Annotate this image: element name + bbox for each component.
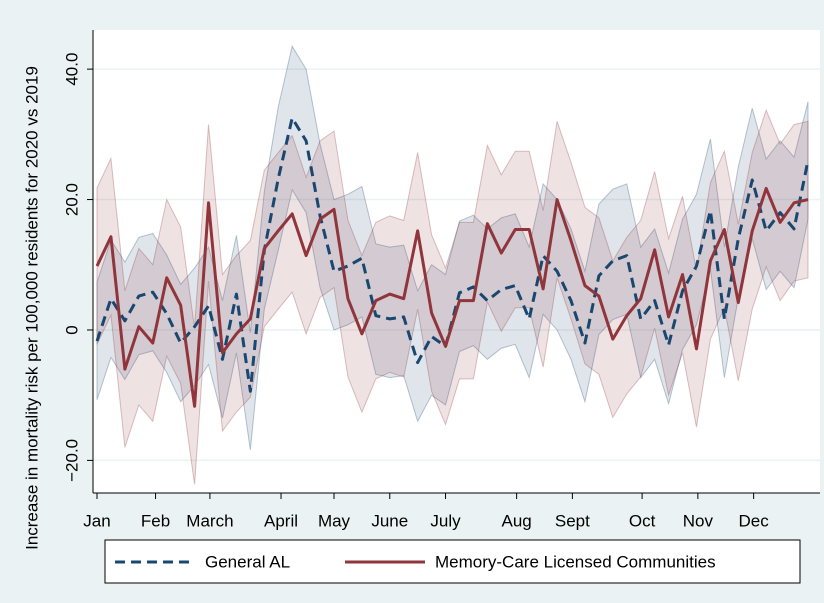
x-tick-label: April	[264, 511, 298, 530]
y-tick-label: 20.0	[62, 183, 81, 216]
legend-label: General AL	[205, 552, 290, 571]
legend	[104, 539, 801, 584]
confidence-band	[96, 44, 809, 451]
y-tick-label: 0	[62, 325, 81, 334]
x-tick-label: Jan	[83, 511, 110, 530]
legend-label: Memory-Care Licensed Communities	[435, 552, 716, 571]
y-tick-label: −20.0	[62, 439, 81, 482]
x-tick-label: May	[318, 511, 351, 530]
x-tick-label: March	[186, 511, 233, 530]
y-axis-title: Increase in mortality risk per 100,000 r…	[22, 66, 41, 550]
x-tick-label: Sept	[555, 511, 590, 530]
series-line	[95, 116, 810, 393]
x-tick-label: Nov	[683, 511, 714, 530]
series-line	[95, 186, 809, 408]
x-tick-label: Feb	[141, 511, 170, 530]
x-tick-label: Aug	[502, 511, 532, 530]
x-tick-label: June	[371, 511, 408, 530]
y-tick-label: 40.0	[62, 53, 81, 86]
x-tick-label: Dec	[739, 511, 770, 530]
x-tick-label: Oct	[629, 511, 656, 530]
x-tick-label: July	[430, 511, 461, 530]
